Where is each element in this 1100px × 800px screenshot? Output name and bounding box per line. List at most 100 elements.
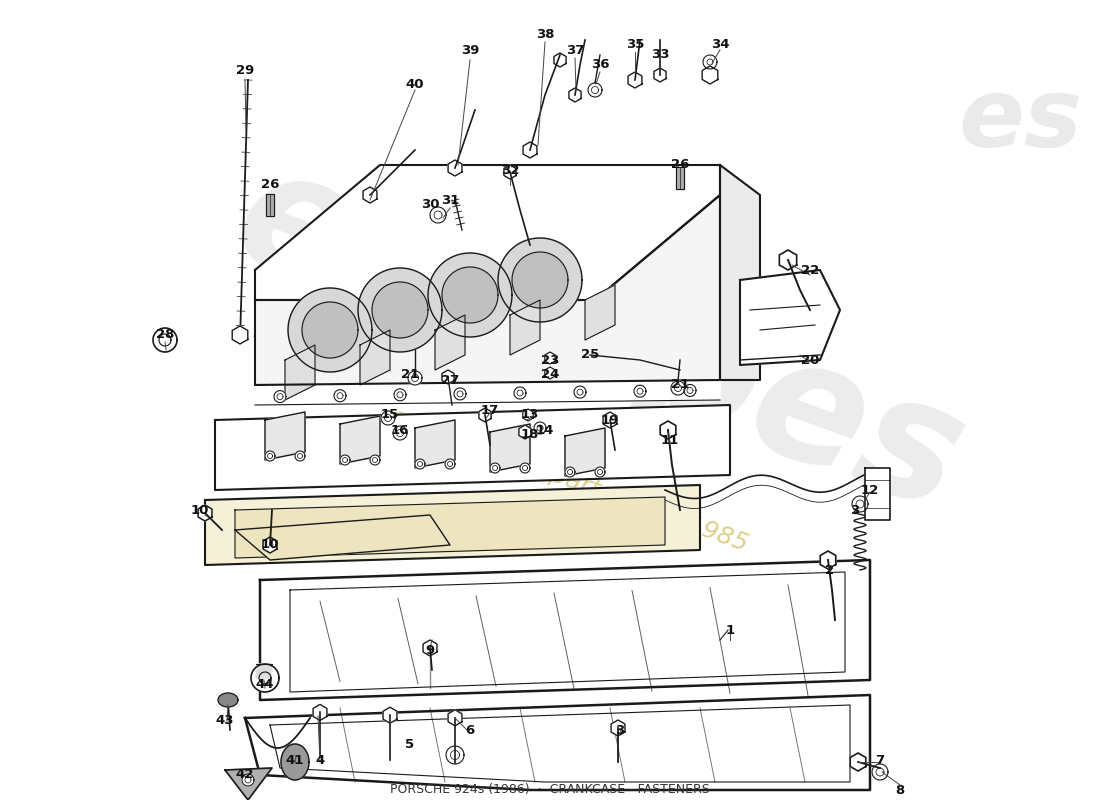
- Polygon shape: [372, 282, 428, 338]
- Polygon shape: [381, 411, 395, 425]
- Polygon shape: [255, 380, 721, 405]
- Polygon shape: [265, 451, 275, 461]
- Polygon shape: [442, 370, 454, 384]
- Polygon shape: [446, 746, 464, 764]
- Polygon shape: [720, 165, 760, 380]
- Polygon shape: [256, 664, 272, 678]
- Polygon shape: [565, 428, 605, 476]
- Text: 5: 5: [406, 738, 415, 751]
- Text: a passion for parts since 1985: a passion for parts since 1985: [388, 404, 751, 556]
- Bar: [676, 167, 684, 189]
- Bar: [266, 194, 274, 216]
- Text: 39: 39: [461, 43, 480, 57]
- Text: 19: 19: [601, 414, 619, 426]
- Polygon shape: [408, 371, 422, 385]
- Polygon shape: [703, 55, 717, 69]
- Text: 38: 38: [536, 29, 554, 42]
- Text: 36: 36: [591, 58, 609, 71]
- Polygon shape: [295, 451, 305, 461]
- Polygon shape: [519, 425, 531, 439]
- Polygon shape: [852, 496, 868, 512]
- Text: es: es: [958, 74, 1082, 166]
- Polygon shape: [872, 764, 888, 780]
- Text: 9: 9: [426, 643, 434, 657]
- Polygon shape: [430, 207, 446, 223]
- Polygon shape: [226, 768, 272, 800]
- Polygon shape: [544, 367, 556, 379]
- Polygon shape: [302, 302, 358, 358]
- Text: 21: 21: [671, 378, 689, 391]
- Text: 21: 21: [400, 369, 419, 382]
- Polygon shape: [242, 774, 254, 786]
- Text: 1: 1: [725, 623, 735, 637]
- Text: 43: 43: [216, 714, 234, 726]
- Text: 25: 25: [581, 349, 600, 362]
- Text: 20: 20: [801, 354, 820, 366]
- Text: 4: 4: [316, 754, 324, 766]
- Text: 40: 40: [406, 78, 425, 91]
- Polygon shape: [263, 537, 277, 553]
- Polygon shape: [214, 405, 730, 490]
- Polygon shape: [544, 352, 556, 364]
- Polygon shape: [603, 412, 617, 428]
- Text: 18: 18: [520, 429, 539, 442]
- Polygon shape: [280, 744, 309, 780]
- Text: 28: 28: [156, 329, 174, 342]
- Text: 24: 24: [541, 369, 559, 382]
- Text: 26: 26: [261, 178, 279, 191]
- Polygon shape: [684, 385, 696, 397]
- Polygon shape: [153, 328, 177, 352]
- Text: 32: 32: [500, 163, 519, 177]
- Polygon shape: [524, 142, 537, 158]
- Polygon shape: [565, 467, 575, 477]
- Text: 35: 35: [626, 38, 645, 51]
- Text: 11: 11: [661, 434, 679, 446]
- Polygon shape: [334, 390, 346, 402]
- Text: 22: 22: [801, 263, 820, 277]
- Polygon shape: [288, 288, 372, 372]
- Text: 17: 17: [481, 403, 499, 417]
- Polygon shape: [415, 420, 455, 468]
- Polygon shape: [585, 285, 615, 340]
- Polygon shape: [285, 345, 315, 400]
- Polygon shape: [265, 412, 305, 460]
- Polygon shape: [850, 753, 866, 771]
- Text: 44: 44: [255, 678, 274, 691]
- Polygon shape: [671, 381, 685, 395]
- Polygon shape: [424, 640, 437, 656]
- Polygon shape: [522, 409, 534, 421]
- Polygon shape: [245, 695, 870, 790]
- Polygon shape: [442, 267, 498, 323]
- Polygon shape: [504, 165, 516, 179]
- Polygon shape: [446, 459, 455, 469]
- Polygon shape: [554, 53, 566, 67]
- Polygon shape: [454, 388, 466, 400]
- Text: 27: 27: [441, 374, 459, 386]
- Text: 7: 7: [876, 754, 884, 766]
- Text: 13: 13: [520, 409, 539, 422]
- Polygon shape: [628, 72, 642, 88]
- Polygon shape: [702, 66, 718, 84]
- Polygon shape: [595, 467, 605, 477]
- Text: 3: 3: [850, 503, 859, 517]
- Text: PORSCHE 924s (1986)  ·  CRANKCASE - FASTENERS: PORSCHE 924s (1986) · CRANKCASE - FASTEN…: [390, 783, 710, 797]
- Polygon shape: [660, 421, 675, 439]
- Polygon shape: [363, 187, 377, 203]
- Polygon shape: [251, 664, 279, 692]
- Polygon shape: [448, 710, 462, 726]
- Text: 42: 42: [235, 769, 254, 782]
- Text: 6: 6: [465, 723, 474, 737]
- Polygon shape: [588, 83, 602, 97]
- Polygon shape: [653, 68, 667, 82]
- Polygon shape: [512, 252, 568, 308]
- Polygon shape: [510, 300, 540, 355]
- Text: 37: 37: [565, 43, 584, 57]
- Polygon shape: [478, 408, 491, 422]
- Text: 29: 29: [235, 63, 254, 77]
- Polygon shape: [428, 253, 512, 337]
- Polygon shape: [434, 315, 465, 370]
- Text: 16: 16: [390, 423, 409, 437]
- Polygon shape: [340, 416, 379, 464]
- Text: 3: 3: [615, 723, 625, 737]
- Polygon shape: [360, 330, 390, 385]
